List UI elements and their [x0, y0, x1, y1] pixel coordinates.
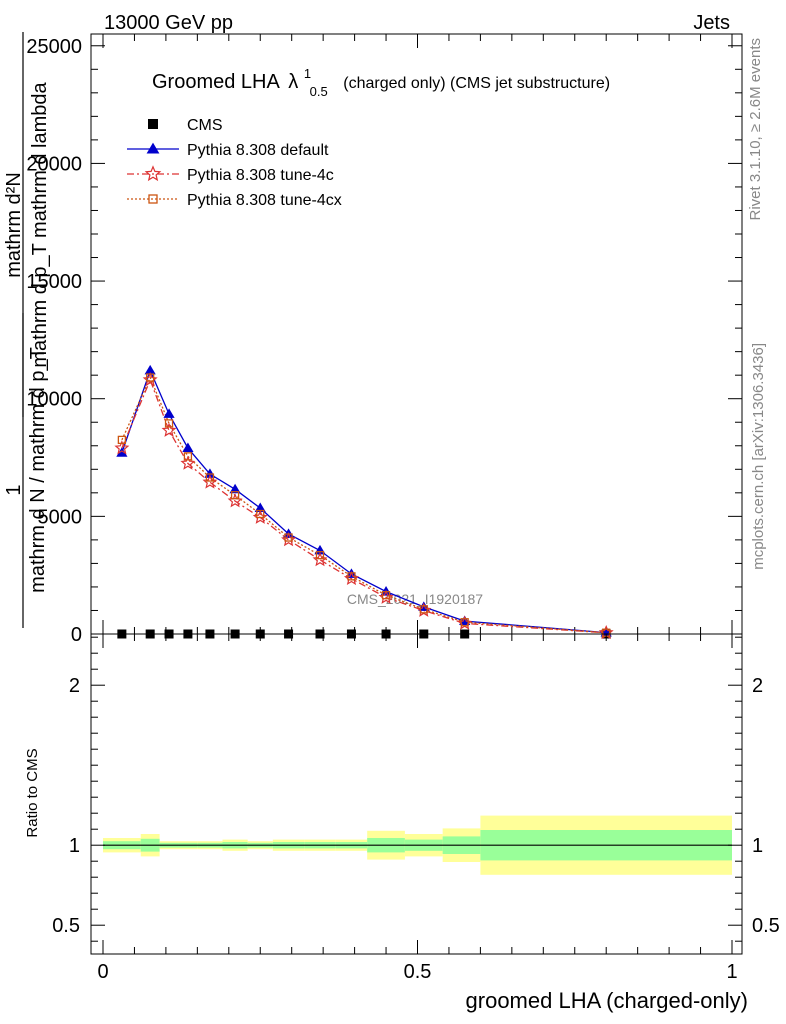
ratio-y-tick-label-right: 0.5 — [752, 915, 780, 937]
header-right: Jets — [693, 12, 730, 34]
x-axis-label: groomed LHA (charged-only) — [466, 988, 748, 1013]
data-point — [142, 372, 158, 387]
title-sub: 0.5 — [310, 84, 328, 99]
x-tick-labels: 0 0.5 1 — [97, 961, 737, 983]
ratio-y-tick-label: 0.5 — [52, 915, 80, 937]
title-tail: (charged only) (CMS jet substructure) — [343, 75, 610, 92]
ratio-y-tick-label: 1 — [69, 835, 80, 857]
mcplots-note: mcplots.cern.ch [arXiv:1306.3436] — [750, 343, 767, 570]
data-point — [229, 483, 241, 494]
main-y-tick-label: 5000 — [38, 506, 83, 528]
x-tick-label: 0.5 — [404, 961, 432, 983]
data-point — [144, 364, 156, 375]
legend-label: CMS — [187, 117, 223, 134]
ratio-y-tick-label-right: 2 — [752, 675, 763, 697]
data-point — [312, 552, 328, 567]
data-point — [202, 474, 218, 489]
data-point — [343, 570, 359, 586]
data-point — [164, 419, 174, 428]
rivet-note: Rivet 3.1.10, ≥ 2.6M events — [747, 38, 764, 221]
legend-label: Pythia 8.308 default — [187, 142, 329, 159]
main-panel: 0 5000 10000 15000 20000 25000 CMS_2021_I1920… — [3, 32, 743, 646]
ylabel-denominator: mathrm d p_T mathrm d lambda — [29, 81, 51, 367]
x-tick-label: 0 — [97, 961, 108, 983]
data-point — [183, 452, 193, 461]
legend-label: Pythia 8.308 tune-4c — [187, 167, 334, 184]
ratio-ticks — [91, 634, 742, 954]
ylabel-prefix: 1 — [3, 484, 25, 495]
data-point — [381, 591, 391, 600]
data-point — [252, 509, 268, 524]
data-point — [230, 491, 240, 500]
main-y-tick-label: 25000 — [26, 36, 82, 58]
ratio-y-tick-label: 2 — [69, 675, 80, 697]
series-line — [121, 375, 607, 634]
x-tick-label: 1 — [726, 961, 737, 983]
data-point — [284, 533, 293, 542]
data-point — [116, 447, 128, 457]
data-point — [227, 493, 243, 508]
data-point — [114, 440, 130, 455]
data-point — [378, 589, 394, 604]
legend-marker — [148, 194, 158, 204]
main-y-tick-label: 15000 — [26, 271, 82, 293]
data-point — [182, 442, 194, 453]
data-point — [315, 551, 325, 560]
ratio-y-label: Ratio to CMS — [24, 748, 41, 837]
ylabel-prefix-denominator: mathrm d N / mathrm d p_T — [27, 347, 49, 593]
ratio-y-tick-label-right: 1 — [752, 835, 763, 857]
watermark: CMS_2021_I1920187 — [347, 591, 483, 607]
ratio-panel: 0.5 0.51 12 2 0 0.5 1 Ratio to CMS groomed LH… — [24, 633, 780, 1013]
main-ticks — [91, 34, 742, 635]
data-point — [146, 373, 155, 382]
ylabel-numerator: mathrm d²N — [3, 172, 25, 278]
data-point — [281, 532, 297, 547]
data-point — [459, 615, 471, 625]
legend-marker — [144, 165, 162, 182]
legend-marker — [148, 119, 158, 129]
legend-marker — [146, 142, 160, 154]
ratio-y-tick-labels: 0.5 0.5 1 1 2 2 — [52, 675, 780, 937]
main-y-label: mathrm d²N mathrm d p_T mathrm d lambda … — [3, 32, 51, 628]
ratio-frame — [90, 633, 743, 955]
main-y-tick-label: 10000 — [26, 389, 82, 411]
main-y-tick-label: 0 — [71, 624, 82, 646]
data-point — [163, 408, 175, 418]
legend: CMS Pythia 8.308 default Pythia 8.308 tune… — [127, 117, 342, 209]
data-point — [347, 572, 356, 581]
data-point — [117, 435, 127, 445]
main-y-tick-label: 20000 — [26, 153, 82, 175]
data-point — [419, 605, 428, 614]
data-point — [254, 502, 266, 513]
header-left: 13000 GeV pp — [104, 12, 233, 34]
title-main: Groomed LHA — [152, 71, 280, 93]
title-symbol: λ — [288, 71, 298, 93]
data-point — [256, 509, 265, 519]
data-point — [205, 473, 215, 482]
title-sup: 1 — [304, 66, 311, 81]
data-point — [460, 618, 469, 627]
legend-label: Pythia 8.308 tune-4cx — [187, 192, 342, 209]
data-point — [204, 468, 216, 478]
data-point — [161, 422, 177, 437]
data-point — [180, 455, 196, 470]
chart-title: Groomed LHA λ 1 0.5 (charged only) (CMS … — [152, 61, 610, 101]
main-y-tick-labels: 0 5000 10000 15000 20000 25000 — [26, 36, 82, 646]
